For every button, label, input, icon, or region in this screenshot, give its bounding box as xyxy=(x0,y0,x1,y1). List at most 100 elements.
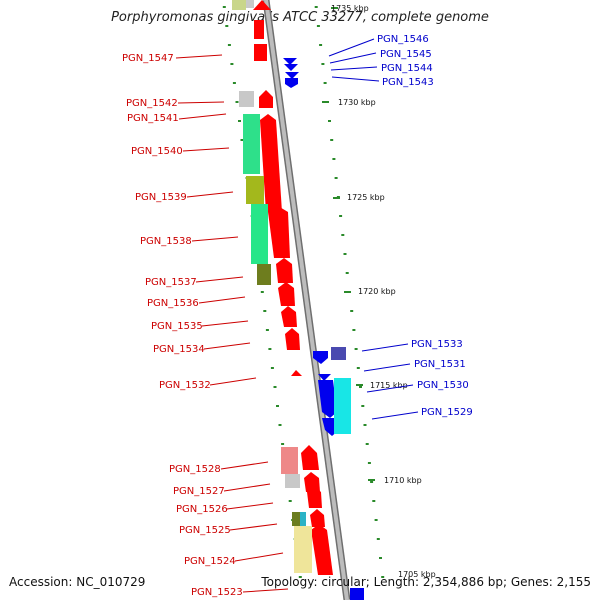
gene-box-pgn-1540 xyxy=(243,114,260,174)
gene-arrow-pgn-1533 xyxy=(313,351,328,364)
gene-arrow-pgn-1524 xyxy=(311,524,333,575)
ring-dot xyxy=(232,82,236,84)
gene-arrow-pgn-1544 xyxy=(285,72,299,79)
gene-label-pgn-1532: PGN_1532 xyxy=(159,380,211,391)
gene-label-pgn-1541: PGN_1541 xyxy=(127,113,179,124)
gene-arrow xyxy=(253,0,271,10)
gene-label-pgn-1534: PGN_1534 xyxy=(153,344,205,355)
gene-box-pgn-1542 xyxy=(239,91,254,107)
ring-dot xyxy=(225,25,229,27)
gene-label-pgn-1542: PGN_1542 xyxy=(126,98,178,109)
ring-dot xyxy=(328,120,331,122)
gene-label-pgn-1528: PGN_1528 xyxy=(169,464,221,475)
gene-label-pgn-1529: PGN_1529 xyxy=(421,407,473,418)
gene-label-pgn-1545: PGN_1545 xyxy=(380,49,432,60)
gene-label-pgn-1535: PGN_1535 xyxy=(151,321,203,332)
gene-box-pgn-1538 xyxy=(251,204,268,264)
gene-box-pgn-1525a xyxy=(292,512,300,526)
ring-dot xyxy=(321,63,325,65)
gene-arrow xyxy=(254,20,264,39)
ring-dot xyxy=(359,386,362,388)
ring-dot xyxy=(276,405,279,407)
ring-dot xyxy=(288,500,292,502)
ring-dot xyxy=(354,348,358,350)
gene-arrow-pgn-1537 xyxy=(276,258,293,283)
ring-dot xyxy=(230,63,234,65)
ring-dot xyxy=(343,253,347,255)
gene-label-pgn-1533: PGN_1533 xyxy=(411,339,463,350)
gene-arrow-pgn-1525 xyxy=(310,509,325,527)
right-gene-labels: PGN_1546 PGN_1545 PGN_1544 PGN_1543 PGN_… xyxy=(328,34,473,420)
gene-arrow-pgn-1535 xyxy=(281,306,297,327)
ring-dot xyxy=(350,310,354,312)
gene-box-partial xyxy=(232,0,246,10)
ring-dot xyxy=(367,462,371,464)
ring-dot xyxy=(370,481,374,483)
gene-label-pgn-1543: PGN_1543 xyxy=(382,77,434,88)
gene-label-pgn-1524: PGN_1524 xyxy=(184,556,236,567)
tick-label-1735: 1735 kbp xyxy=(331,4,369,13)
ring-dot xyxy=(376,538,380,540)
gene-box-partial xyxy=(246,0,254,8)
gene-arrow-pgn-1527 xyxy=(304,472,320,492)
ring-dot xyxy=(281,443,285,445)
accession-text: Accession: NC_010729 xyxy=(9,575,146,589)
gene-arrow-pgn-1542 xyxy=(259,90,273,108)
gene-arrow-pgn-1540 xyxy=(260,114,282,212)
ring-dot xyxy=(222,6,226,8)
gene-label-pgn-1523: PGN_1523 xyxy=(191,587,243,598)
ring-dot xyxy=(278,424,282,426)
gene-arrow-pgn-1532 xyxy=(291,370,302,376)
tick-label-1705: 1705 kbp xyxy=(398,570,436,579)
ring-dot xyxy=(379,557,382,559)
gene-arrow-pgn-1534 xyxy=(285,328,300,350)
gene-arrow-pgn-1530 xyxy=(318,380,337,418)
gene-label-pgn-1536: PGN_1536 xyxy=(147,298,199,309)
gene-arrow-pgn-1543 xyxy=(285,78,298,88)
gene-box-pgn-1528 xyxy=(281,447,298,474)
gene-box-pgn-1527 xyxy=(285,474,300,488)
gene-arrow-partial xyxy=(350,588,364,600)
topology-text: Topology: circular; Length: 2,354,886 bp… xyxy=(261,575,591,589)
gene-arrow-pgn-1546 xyxy=(283,58,297,65)
ring-dot xyxy=(270,367,274,369)
gene-label-pgn-1544: PGN_1544 xyxy=(381,63,433,74)
ring-dot xyxy=(263,310,267,312)
gene-arrow-pgn-1531 xyxy=(318,374,331,381)
ring-dot xyxy=(323,82,327,84)
ring-dot xyxy=(314,6,318,8)
ring-dot xyxy=(238,120,241,122)
gene-arrow-pgn-1528 xyxy=(301,445,319,470)
ring-dot xyxy=(356,367,360,369)
gene-arrow-pgn-1538 xyxy=(268,206,290,258)
ring-dot xyxy=(332,158,336,160)
ring-dot xyxy=(339,215,343,217)
ring-dot xyxy=(345,272,349,274)
gene-box-pgn-1530 xyxy=(334,378,351,434)
backbone xyxy=(262,0,351,600)
ring-dot xyxy=(361,405,365,407)
tick-label-1725: 1725 kbp xyxy=(347,193,385,202)
ring-dot xyxy=(372,500,376,502)
ring-dot xyxy=(334,177,338,179)
gene-box-pgn-1537 xyxy=(257,264,271,285)
gene-box-pgn-1539 xyxy=(246,176,264,204)
gene-label-pgn-1538: PGN_1538 xyxy=(140,236,192,247)
ring-dot xyxy=(381,576,385,578)
kbp-ticks: 1735 kbp 1730 kbp 1725 kbp 1720 kbp 1715… xyxy=(322,4,436,579)
ring-dot xyxy=(363,424,367,426)
tick-label-1715: 1715 kbp xyxy=(370,381,408,390)
gene-label-pgn-1526: PGN_1526 xyxy=(176,504,228,515)
ring-dot xyxy=(374,519,378,521)
ring-dot xyxy=(265,329,269,331)
tick-label-1730: 1730 kbp xyxy=(338,98,376,107)
gene-label-pgn-1530: PGN_1530 xyxy=(417,380,469,391)
gene-label-pgn-1540: PGN_1540 xyxy=(131,146,183,157)
ring-dot xyxy=(330,139,334,141)
ring-dot xyxy=(235,101,239,103)
ring-dot xyxy=(273,386,277,388)
gene-arrow-pgn-1526 xyxy=(307,486,322,508)
tick-label-1720: 1720 kbp xyxy=(358,287,396,296)
ring-dot xyxy=(319,44,323,46)
forward-strand-genes xyxy=(253,0,333,575)
